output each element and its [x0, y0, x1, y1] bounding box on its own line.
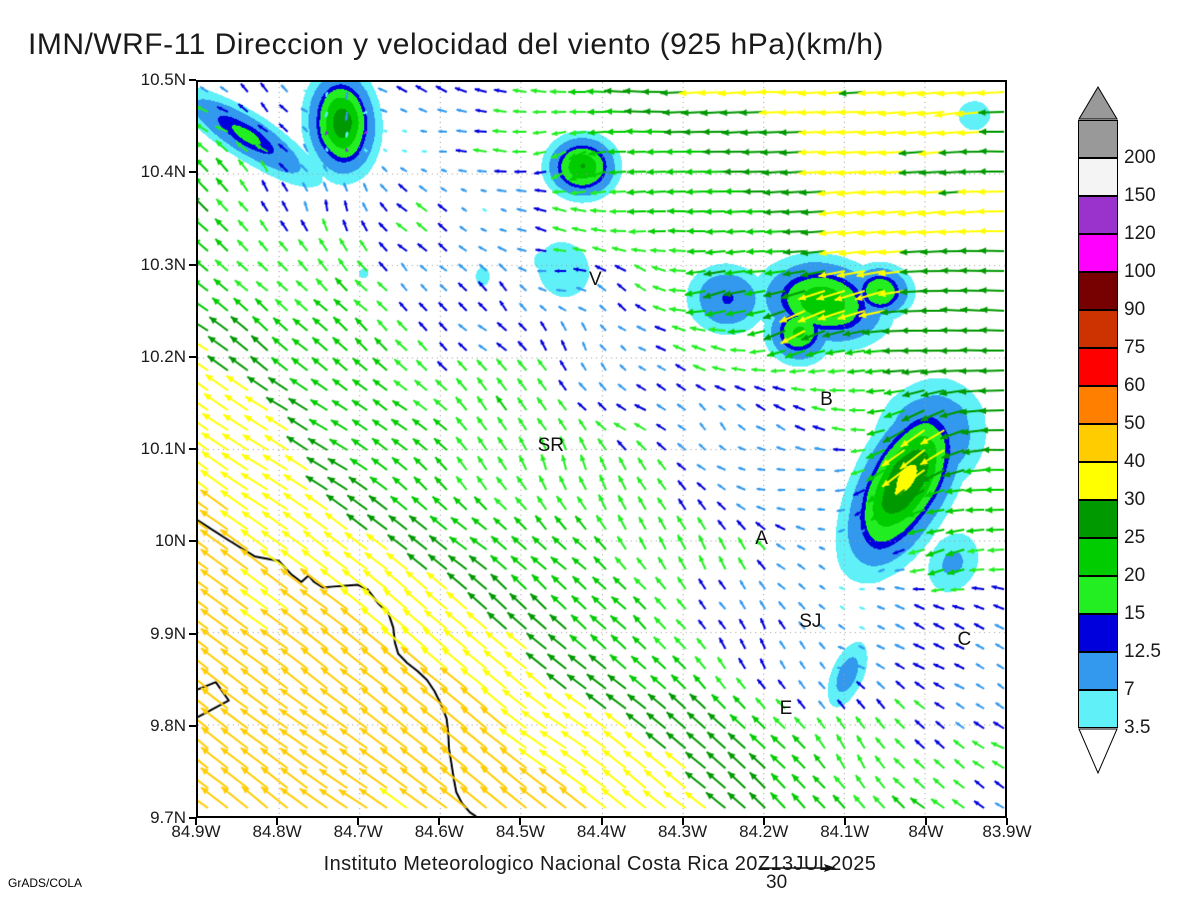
reference-vector-label: 30 — [766, 872, 788, 893]
reference-vector-arrow — [760, 864, 836, 872]
colorbar-tick-label: 90 — [1124, 299, 1146, 320]
map-plot-area[interactable]: V SR B A SJ C E — [196, 80, 1007, 818]
place-label-v: V — [589, 269, 602, 291]
place-label-sr: SR — [537, 435, 564, 457]
colorbar-tick-label: 7 — [1124, 679, 1135, 700]
place-label-e: E — [779, 698, 793, 720]
x-axis-tick — [924, 818, 927, 825]
y-axis-tick-label: 10.4N — [140, 162, 186, 182]
colorbar-swatch — [1078, 538, 1118, 576]
y-axis-tick — [189, 817, 196, 819]
x-axis-tick-label: 84.9W — [171, 822, 221, 841]
y-axis-tick-label: 10N — [154, 531, 186, 551]
colorbar-swatch — [1078, 196, 1118, 234]
x-axis-tick-label: 84.6W — [414, 822, 464, 841]
x-axis-tick — [843, 818, 846, 825]
x-axis-tick-label: 84W — [908, 822, 944, 841]
colorbar-swatch — [1078, 424, 1118, 462]
colorbar-under-arrow — [1078, 728, 1118, 775]
wind-vector-arrows — [198, 82, 1005, 816]
x-axis-tick-label: 84.1W — [820, 822, 870, 841]
colorbar-swatch — [1078, 158, 1118, 196]
colorbar-swatch — [1078, 234, 1118, 272]
colorbar-tick-label: 50 — [1124, 413, 1146, 434]
x-axis-tick-label: 84.4W — [576, 822, 627, 841]
colorbar-swatch — [1078, 576, 1118, 614]
software-credit: GrADS/COLA — [8, 876, 83, 890]
colorbar-tick-label: 100 — [1124, 261, 1156, 282]
colorbar-tick-label: 40 — [1124, 451, 1146, 472]
colorbar-swatch — [1078, 462, 1118, 500]
colorbar-tick-label: 3.5 — [1124, 717, 1151, 738]
colorbar-tick-label: 30 — [1124, 489, 1146, 510]
x-axis-tick-label: 84.7W — [333, 822, 383, 841]
colorbar-legend: 200 150 120 100 90 75 60 50 40 30 25 20 15 12.5 7 3.5 — [1078, 86, 1161, 800]
y-axis-tick — [189, 540, 196, 543]
y-axis-tick — [189, 724, 196, 727]
colorbar-tick-label: 12.5 — [1124, 641, 1161, 662]
y-axis-tick-label: 10.1N — [140, 439, 186, 458]
y-axis-tick — [189, 79, 196, 81]
colorbar-tick-label: 150 — [1124, 185, 1156, 206]
page-title: IMN/WRF-11 Direccion y velocidad del vie… — [28, 28, 884, 61]
y-axis-tick — [189, 263, 196, 266]
x-axis-tick — [681, 818, 684, 825]
x-axis-tick — [195, 818, 197, 825]
x-axis-tick — [438, 818, 441, 825]
colorbar-tick-label: 20 — [1124, 565, 1146, 586]
y-axis-tick — [189, 448, 196, 450]
y-axis-tick-label: 9.9N — [150, 623, 186, 643]
x-axis-tick-label: 84.2W — [739, 822, 789, 841]
y-axis-tick-label: 10.3N — [140, 254, 186, 274]
colorbar-swatch — [1078, 500, 1118, 538]
x-axis-tick — [600, 818, 603, 825]
x-axis-tick-label: 83.9W — [982, 822, 1032, 841]
y-axis-tick-label: 9.8N — [150, 715, 186, 735]
colorbar-tick-label: 15 — [1124, 603, 1146, 624]
place-label-a: A — [755, 527, 768, 549]
x-axis-tick — [1006, 818, 1008, 825]
colorbar-swatch — [1078, 652, 1118, 690]
map-place-labels: V SR B A SJ C E — [198, 82, 1005, 816]
y-axis-tick-label: 10.5N — [140, 70, 186, 89]
x-axis-tick — [357, 818, 360, 825]
x-axis-tick — [276, 818, 279, 825]
x-axis-tick — [762, 818, 765, 825]
x-axis-tick-label: 84.5W — [495, 822, 545, 841]
y-axis-tick-label: 10.2N — [140, 346, 186, 366]
y-axis-tick-label: 9.7N — [150, 808, 186, 827]
place-label-sj: SJ — [799, 610, 822, 632]
colorbar-over-arrow — [1078, 86, 1118, 120]
colorbar-swatch — [1078, 310, 1118, 348]
colorbar-swatch — [1078, 614, 1118, 652]
colorbar-swatch — [1078, 120, 1118, 158]
y-axis-tick — [189, 171, 196, 174]
y-axis-tick — [189, 632, 196, 635]
colorbar-swatch — [1078, 386, 1118, 424]
colorbar-tick-label: 200 — [1124, 147, 1156, 168]
colorbar-tick-label: 75 — [1124, 337, 1146, 358]
x-axis-tick — [519, 818, 522, 825]
colorbar-tick-label: 120 — [1124, 223, 1156, 244]
place-label-c: C — [957, 629, 972, 651]
footer-credit: Instituto Meteorologico Nacional Costa R… — [323, 853, 877, 875]
colorbar-swatch — [1078, 272, 1118, 310]
place-label-b: B — [820, 389, 833, 411]
y-axis-tick — [189, 355, 196, 358]
x-axis-tick-label: 84.3W — [658, 822, 708, 841]
colorbar-swatch — [1078, 348, 1118, 386]
x-axis-tick-label: 84.8W — [252, 822, 302, 841]
colorbar-swatch — [1078, 690, 1118, 728]
colorbar-tick-label: 25 — [1124, 527, 1146, 548]
colorbar-tick-label: 60 — [1124, 375, 1146, 396]
